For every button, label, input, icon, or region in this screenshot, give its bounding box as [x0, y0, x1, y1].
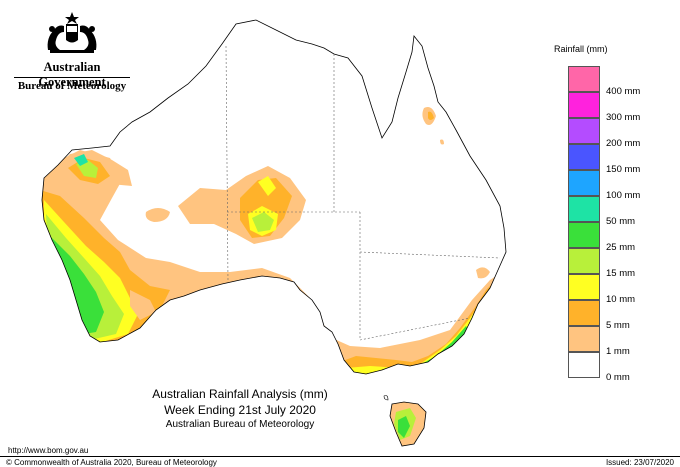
legend-swatch [568, 92, 600, 118]
legend-swatch [568, 170, 600, 196]
logo-divider [14, 77, 130, 78]
map-title: Australian Rainfall Analysis (mm) [152, 387, 328, 401]
bureau-name: Bureau of Meteorology [17, 80, 127, 92]
legend-label: 200 mm [606, 138, 641, 149]
legend-label: 25 mm [606, 242, 636, 253]
legend-label: 1 mm [606, 346, 630, 357]
legend-label: 15 mm [606, 268, 636, 279]
legend-label: 100 mm [606, 190, 641, 201]
map-title-block: Australian Rainfall Analysis (mm) Week E… [120, 386, 360, 432]
map-source: Australian Bureau of Meteorology [165, 419, 315, 430]
legend-swatch [568, 118, 600, 144]
footer-divider [0, 456, 680, 457]
legend-label: 150 mm [606, 164, 641, 175]
legend-swatch [568, 300, 600, 326]
coat-of-arms-icon [47, 12, 97, 53]
government-name: Australian Government [38, 60, 106, 89]
map-period: Week Ending 21st July 2020 [164, 403, 316, 417]
state-borders [225, 45, 501, 341]
legend-label: 50 mm [606, 216, 636, 227]
legend-label: 5 mm [606, 320, 630, 331]
legend-swatch [568, 196, 600, 222]
legend-label: 400 mm [606, 86, 641, 97]
legend-title: Rainfall (mm) [554, 44, 608, 54]
legend-label: 10 mm [606, 294, 636, 305]
legend-swatch [568, 352, 600, 378]
bom-url[interactable]: http://www.bom.gov.au [8, 446, 89, 455]
issued-date: Issued: 23/07/2020 [605, 458, 674, 467]
legend-label: 300 mm [606, 112, 641, 123]
government-logo: Australian Government Bureau of Meteorol… [12, 10, 132, 94]
legend-label: 0 mm [606, 372, 630, 383]
legend-swatch [568, 144, 600, 170]
legend-swatch [568, 66, 600, 92]
rainfall-map [41, 19, 507, 447]
legend-swatch [568, 326, 600, 352]
copyright-text: © Commonwealth of Australia 2020, Bureau… [6, 458, 217, 467]
legend-swatch [568, 274, 600, 300]
legend-swatch [568, 222, 600, 248]
legend-swatch [568, 248, 600, 274]
